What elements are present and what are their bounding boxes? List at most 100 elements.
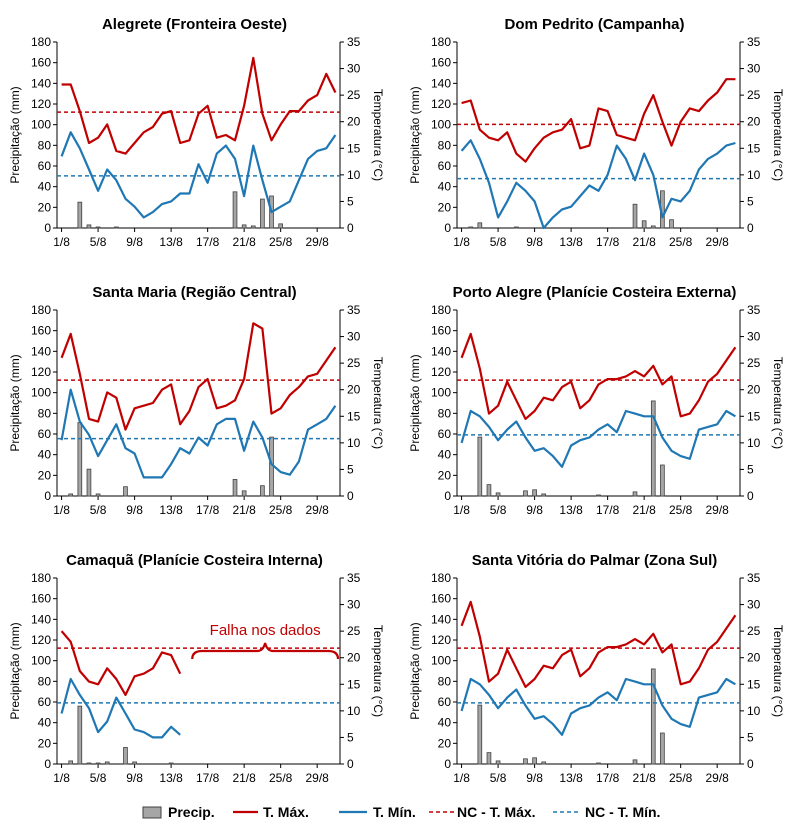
x-tick-label: 13/8 (159, 771, 183, 785)
chart-title: Santa Vitória do Palmar (Zona Sul) (472, 552, 718, 569)
x-tick-label: 29/8 (305, 503, 329, 517)
y2-tick-label: 15 (747, 141, 761, 155)
y-tick-label: 100 (431, 386, 451, 400)
x-tick-label: 29/8 (705, 503, 729, 517)
y2-axis-label: Temperatura (°C) (771, 357, 785, 449)
y-tick-label: 60 (438, 427, 452, 441)
y-tick-label: 80 (38, 406, 52, 420)
x-tick-label: 17/8 (196, 235, 220, 249)
y-tick-label: 20 (38, 200, 52, 214)
y-tick-label: 180 (431, 35, 451, 49)
precip-bar (477, 436, 483, 497)
tmax-line (460, 332, 737, 420)
y-tick-label: 20 (38, 468, 52, 482)
tmin-line (460, 409, 736, 468)
x-tick-label: 9/8 (126, 235, 143, 249)
x-tick-label: 25/8 (269, 771, 293, 785)
y2-tick-label: 0 (747, 757, 754, 771)
y2-tick-label: 5 (747, 194, 754, 208)
legend-nc-tmax-label: NC - T. Máx. (457, 804, 536, 820)
chart-title: Santa Maria (Região Central) (92, 284, 296, 301)
x-tick-label: 5/8 (90, 235, 107, 249)
x-tick-label: 21/8 (632, 771, 656, 785)
y2-axis-label: Temperatura (°C) (771, 625, 785, 717)
y2-axis-label: Temperatura (°C) (371, 625, 385, 717)
y-tick-label: 60 (438, 159, 452, 173)
y-tick-label: 40 (38, 716, 52, 730)
x-tick-label: 9/8 (526, 503, 543, 517)
y-tick-label: 120 (31, 97, 51, 111)
precip-bar (232, 479, 238, 497)
x-tick-label: 1/8 (453, 235, 470, 249)
y2-tick-label: 15 (347, 141, 361, 155)
tmax-line (60, 630, 182, 696)
y-tick-label: 160 (431, 56, 451, 70)
y2-tick-label: 20 (347, 115, 361, 129)
gap-brace (191, 642, 340, 660)
y-axis-label: Precipitação (mm) (8, 354, 22, 451)
x-tick-label: 1/8 (53, 503, 70, 517)
x-tick-label: 9/8 (126, 771, 143, 785)
precip-bar (86, 224, 92, 229)
tmin-line (60, 388, 337, 479)
y-tick-label: 20 (38, 736, 52, 750)
x-tick-label: 25/8 (269, 235, 293, 249)
x-tick-label: 5/8 (90, 771, 107, 785)
y-tick-label: 0 (44, 221, 51, 235)
legend-tmax-label: T. Máx. (263, 804, 309, 820)
x-tick-label: 25/8 (669, 235, 693, 249)
y-tick-label: 0 (444, 221, 451, 235)
precip-bar (278, 223, 283, 229)
precip-bar (632, 759, 638, 765)
y2-tick-label: 25 (747, 624, 761, 638)
precip-bar (123, 747, 128, 765)
x-tick-label: 21/8 (232, 771, 256, 785)
tmin-line (60, 677, 181, 739)
y2-tick-label: 30 (747, 62, 761, 76)
x-tick-label: 29/8 (305, 771, 329, 785)
y2-tick-label: 30 (347, 598, 361, 612)
y-tick-label: 120 (431, 365, 451, 379)
y2-tick-label: 35 (347, 571, 361, 585)
x-tick-label: 29/8 (305, 235, 329, 249)
y-tick-label: 40 (38, 448, 52, 462)
chart-panel: Porto Alegre (Planície Costeira Externa)… (408, 284, 785, 517)
y2-tick-label: 10 (347, 704, 361, 718)
y-tick-label: 80 (438, 406, 452, 420)
precip-bar (68, 760, 74, 765)
y-tick-label: 40 (38, 180, 52, 194)
y2-tick-label: 5 (747, 730, 754, 744)
y2-tick-label: 15 (747, 677, 761, 691)
y-tick-label: 100 (31, 386, 51, 400)
y-tick-label: 140 (431, 612, 451, 626)
x-tick-label: 9/8 (526, 771, 543, 785)
y-tick-label: 60 (438, 695, 452, 709)
legend-tmin-label: T. Mín. (373, 804, 416, 820)
y-tick-label: 100 (431, 654, 451, 668)
y2-tick-label: 25 (347, 356, 361, 370)
y-tick-label: 120 (431, 633, 451, 647)
legend-precip-label: Precip. (168, 804, 215, 820)
precip-bar (669, 219, 674, 229)
x-tick-label: 5/8 (490, 771, 507, 785)
precip-bar (486, 484, 492, 497)
x-tick-label: 13/8 (559, 503, 583, 517)
y-tick-label: 20 (438, 736, 452, 750)
precip-bar (68, 493, 74, 497)
precip-bar (95, 762, 101, 765)
y-tick-label: 100 (431, 118, 451, 132)
precip-bar (541, 493, 547, 497)
x-tick-label: 21/8 (632, 235, 656, 249)
y2-axis-label: Temperatura (°C) (371, 89, 385, 181)
y2-tick-label: 10 (747, 704, 761, 718)
precip-bar (596, 762, 601, 765)
y2-tick-label: 25 (347, 88, 361, 102)
x-tick-label: 17/8 (596, 771, 620, 785)
y2-tick-label: 30 (347, 330, 361, 344)
precip-bar (95, 493, 101, 497)
x-tick-label: 5/8 (490, 503, 507, 517)
x-tick-label: 25/8 (669, 771, 693, 785)
precip-bar (86, 762, 92, 765)
precip-bar (641, 220, 647, 229)
